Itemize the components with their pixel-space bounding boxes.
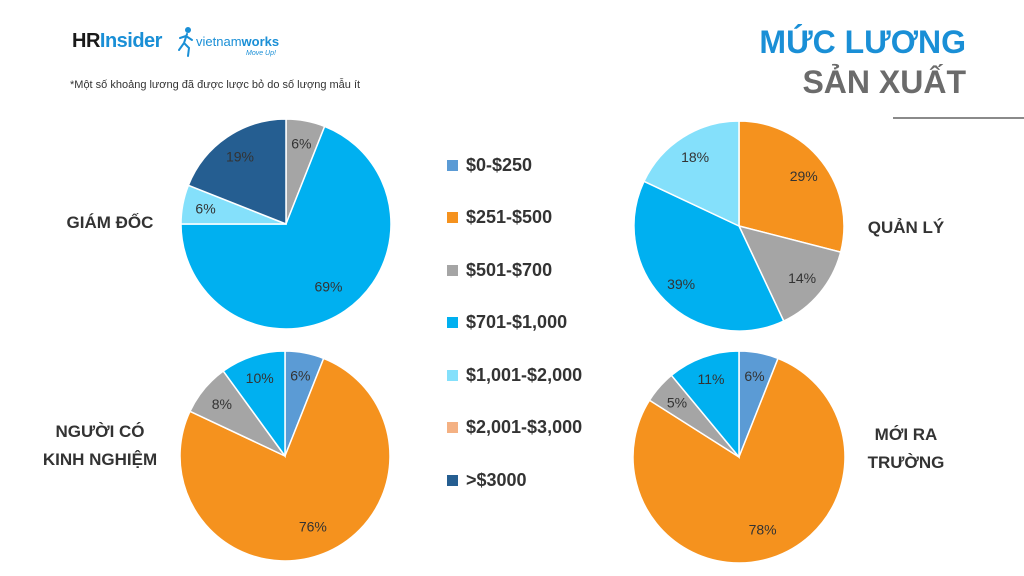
legend-label: $0-$250 — [466, 154, 533, 175]
legend-item: $0-$250 — [447, 152, 532, 178]
logo-vn-name: vietnamworks — [196, 34, 279, 49]
page-title-line2: SẢN XUẤT — [802, 64, 966, 100]
pie-slice — [633, 180, 785, 332]
pie-data-label: 14% — [788, 270, 816, 286]
pie-data-label: 39% — [667, 276, 695, 292]
pie-slice — [180, 125, 392, 330]
legend-swatch — [447, 369, 458, 381]
legend-swatch — [447, 317, 458, 328]
sample-note: *Một số khoảng lương đã được lược bỏ do … — [70, 79, 361, 91]
pie-data-label: 19% — [226, 148, 254, 164]
legend-item: >$3000 — [447, 467, 527, 493]
logo-insider-text: Insider — [99, 30, 163, 52]
chart-title-nguoi-co-kinh-nghiem: NGƯỜI CÓ KINH NGHIỆM — [42, 422, 158, 469]
title-divider — [893, 117, 1024, 119]
pie-data-label: 76% — [299, 518, 327, 534]
pie-data-label: 6% — [195, 201, 215, 217]
pie-slice — [737, 224, 842, 323]
pie-slice — [632, 357, 846, 564]
chart-title-giam-doc: GIÁM ĐỐC — [66, 213, 154, 232]
pie-slice — [738, 120, 845, 254]
logo-vn-name-b: works — [241, 34, 280, 49]
pie-data-label: 78% — [749, 522, 777, 538]
chart-title-quan-ly: QUẢN LÝ — [867, 218, 945, 237]
legend-swatch — [447, 212, 458, 223]
logo-vn-name-a: vietnam — [196, 34, 242, 49]
logo-hr-text: HR — [72, 30, 100, 52]
hrinsider-logo: HRInsider — [72, 30, 162, 53]
chart-title-moi-ra-truong: MỚI RA TRƯỜNG — [867, 425, 945, 472]
legend-swatch — [447, 264, 458, 276]
legend-item: $701-$1,000 — [447, 310, 567, 336]
legend-label: >$3000 — [466, 469, 527, 490]
legend-item: $501-$700 — [447, 257, 552, 283]
pie-data-label: 69% — [314, 279, 342, 295]
vietnamworks-logo: vietnamworks Move Up! — [176, 26, 286, 60]
legend-label: $1,001-$2,000 — [466, 364, 583, 385]
legend-label: $2,001-$3,000 — [466, 417, 583, 437]
runner-icon — [178, 27, 193, 57]
pie-data-label: 6% — [290, 368, 310, 384]
legend-label: $251-$500 — [466, 207, 553, 227]
legend-label: $701-$1,000 — [466, 312, 568, 332]
pie-slice — [222, 350, 286, 459]
legend-item: $1,001-$2,000 — [447, 362, 582, 388]
pie-slice — [187, 118, 287, 226]
page-title-line1: MỨC LƯƠNG — [759, 24, 966, 60]
pie-data-label: 6% — [291, 136, 311, 152]
legend-swatch — [447, 422, 458, 433]
pie-slice — [642, 120, 740, 228]
pie-data-label: 5% — [667, 394, 687, 410]
pie-data-label: 11% — [698, 371, 725, 387]
pie-slice — [670, 350, 740, 460]
legend-swatch — [447, 159, 458, 171]
legend-item: $2,001-$3,000 — [447, 415, 582, 441]
pie-data-label: 8% — [212, 396, 232, 412]
pie-data-label: 10% — [246, 370, 274, 386]
legend-label: $501-$700 — [466, 259, 553, 280]
pie-data-label: 6% — [744, 368, 764, 384]
pie-data-label: 18% — [681, 149, 709, 165]
pie-data-label: 29% — [790, 168, 818, 184]
pie-slice — [179, 357, 391, 562]
logo-vn-tagline: Move Up! — [246, 50, 276, 57]
legend-item: $251-$500 — [447, 205, 552, 231]
legend-swatch — [447, 474, 458, 486]
